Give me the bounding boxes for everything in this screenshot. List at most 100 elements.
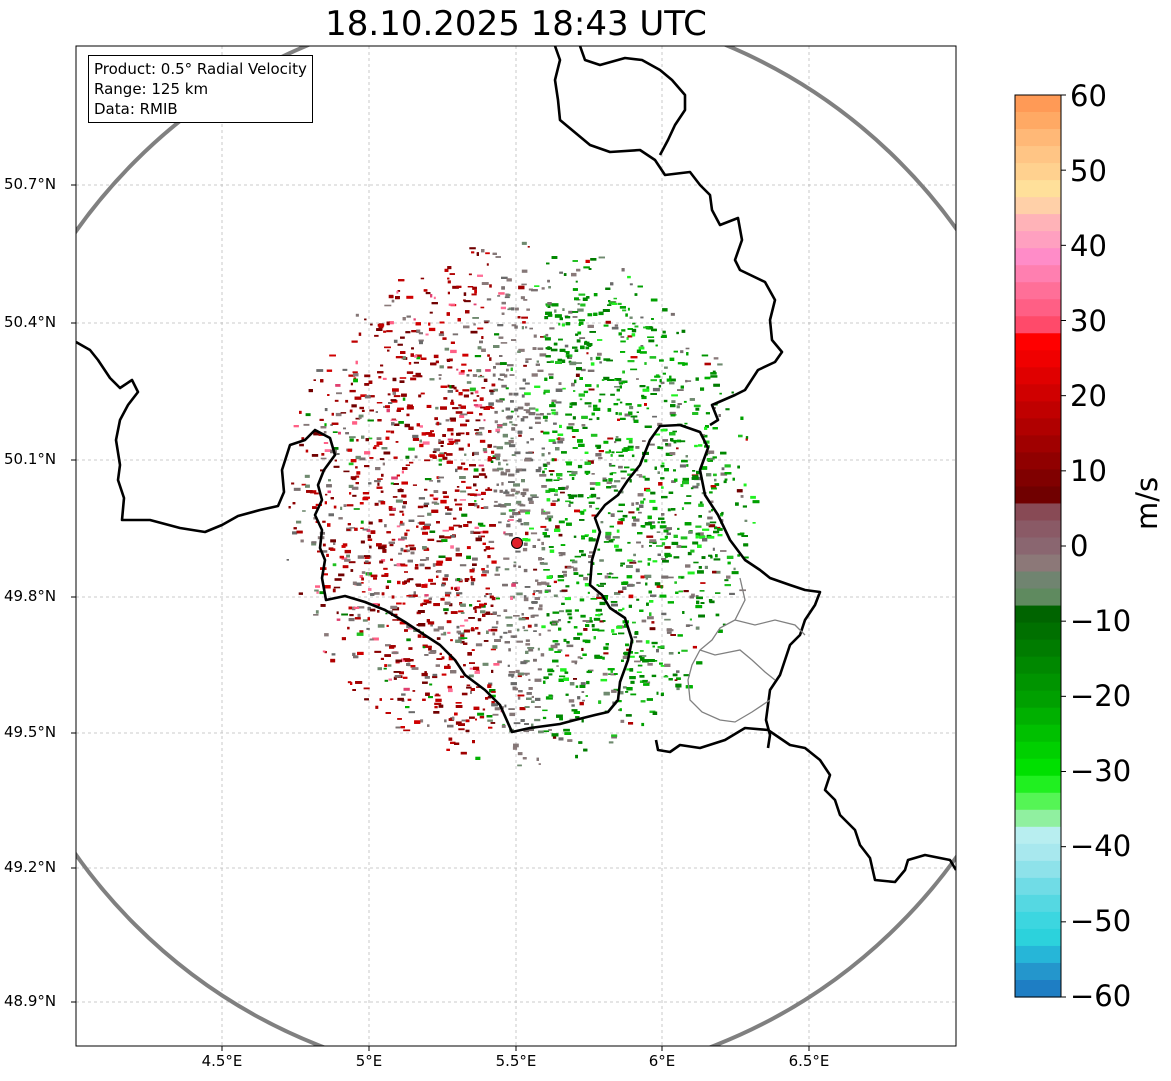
echo-pixel — [327, 523, 331, 527]
echo-pixel — [566, 644, 574, 648]
echo-pixel — [358, 332, 362, 336]
echo-pixel — [448, 526, 454, 531]
echo-pixel — [586, 680, 590, 685]
echo-pixel — [644, 459, 648, 463]
echo-pixel — [626, 687, 633, 691]
echo-pixel — [439, 321, 445, 324]
echo-pixel — [485, 587, 490, 590]
echo-pixel — [639, 655, 647, 657]
echo-pixel — [685, 380, 692, 382]
echo-pixel — [354, 527, 358, 531]
echo-pixel — [617, 521, 623, 525]
echo-pixel — [442, 529, 449, 532]
echo-pixel — [517, 672, 524, 676]
echo-pixel — [630, 415, 638, 418]
echo-pixel — [404, 532, 408, 536]
echo-pixel — [577, 464, 583, 469]
echo-pixel — [573, 390, 576, 392]
echo-pixel — [376, 441, 383, 445]
echo-pixel — [493, 504, 501, 507]
echo-pixel — [456, 593, 460, 597]
echo-pixel — [385, 436, 390, 440]
echo-pixel — [670, 634, 676, 636]
echo-pixel — [597, 548, 601, 551]
echo-pixel — [454, 742, 460, 745]
echo-pixel — [401, 470, 404, 474]
echo-pixel — [456, 578, 461, 581]
echo-pixel — [576, 581, 580, 585]
echo-pixel — [393, 564, 399, 567]
echo-pixel — [582, 620, 590, 622]
echo-pixel — [309, 490, 317, 494]
echo-pixel — [444, 574, 449, 577]
echo-pixel — [629, 316, 633, 319]
echo-pixel — [544, 419, 548, 422]
echo-pixel — [693, 561, 699, 564]
echo-pixel — [454, 489, 460, 492]
echo-pixel — [691, 593, 695, 597]
echo-pixel — [611, 629, 615, 633]
echo-pixel — [567, 621, 571, 624]
colorbar-segment — [1015, 860, 1061, 879]
echo-pixel — [611, 603, 618, 607]
echo-pixel — [360, 520, 364, 524]
echo-pixel — [422, 531, 428, 535]
echo-pixel — [633, 636, 638, 639]
echo-pixel — [512, 686, 517, 690]
echo-pixel — [389, 544, 394, 547]
echo-pixel — [697, 570, 704, 574]
echo-pixel — [577, 308, 584, 312]
echo-pixel — [291, 482, 295, 485]
info-product: Product: 0.5° Radial Velocity — [94, 60, 307, 78]
echo-pixel — [662, 372, 666, 375]
echo-pixel — [476, 686, 482, 688]
echo-pixel — [579, 684, 586, 688]
echo-pixel — [427, 538, 435, 541]
echo-pixel — [641, 544, 644, 548]
echo-pixel — [721, 511, 724, 515]
echo-pixel — [397, 343, 403, 346]
echo-pixel — [346, 504, 354, 507]
echo-pixel — [464, 629, 470, 633]
echo-pixel — [433, 628, 440, 632]
echo-pixel — [356, 439, 359, 442]
echo-pixel — [352, 689, 356, 691]
echo-pixel — [409, 461, 414, 464]
echo-pixel — [479, 427, 485, 430]
range-ring — [76, 46, 956, 1046]
echo-pixel — [597, 339, 603, 341]
echo-pixel — [717, 534, 723, 537]
echo-pixel — [477, 712, 485, 716]
echo-pixel — [634, 631, 639, 635]
echo-pixel — [525, 358, 532, 360]
echo-pixel — [546, 412, 551, 415]
echo-pixel — [501, 482, 504, 486]
echo-pixel — [586, 352, 589, 355]
echo-pixel — [460, 405, 466, 409]
echo-pixel — [333, 586, 341, 589]
echo-pixel — [626, 565, 633, 568]
echo-pixel — [330, 497, 334, 500]
echo-pixel — [359, 630, 364, 633]
echo-pixel — [396, 525, 401, 528]
echo-pixel — [461, 462, 466, 465]
echo-pixel — [571, 429, 579, 432]
echo-pixel — [435, 698, 442, 702]
echo-pixel — [603, 440, 609, 444]
echo-pixel — [455, 639, 462, 643]
echo-pixel — [476, 600, 481, 602]
echo-pixel — [390, 605, 398, 609]
echo-pixel — [355, 475, 360, 478]
echo-pixel — [657, 521, 660, 524]
echo-pixel — [535, 469, 541, 473]
echo-pixel — [501, 286, 505, 290]
echo-pixel — [531, 373, 538, 377]
echo-pixel — [429, 683, 433, 686]
echo-pixel — [660, 693, 664, 696]
echo-pixel — [465, 432, 470, 436]
echo-pixel — [558, 533, 563, 537]
echo-pixel — [638, 346, 645, 350]
echo-pixel — [477, 631, 481, 635]
echo-pixel — [715, 554, 718, 558]
echo-pixel — [549, 549, 555, 553]
